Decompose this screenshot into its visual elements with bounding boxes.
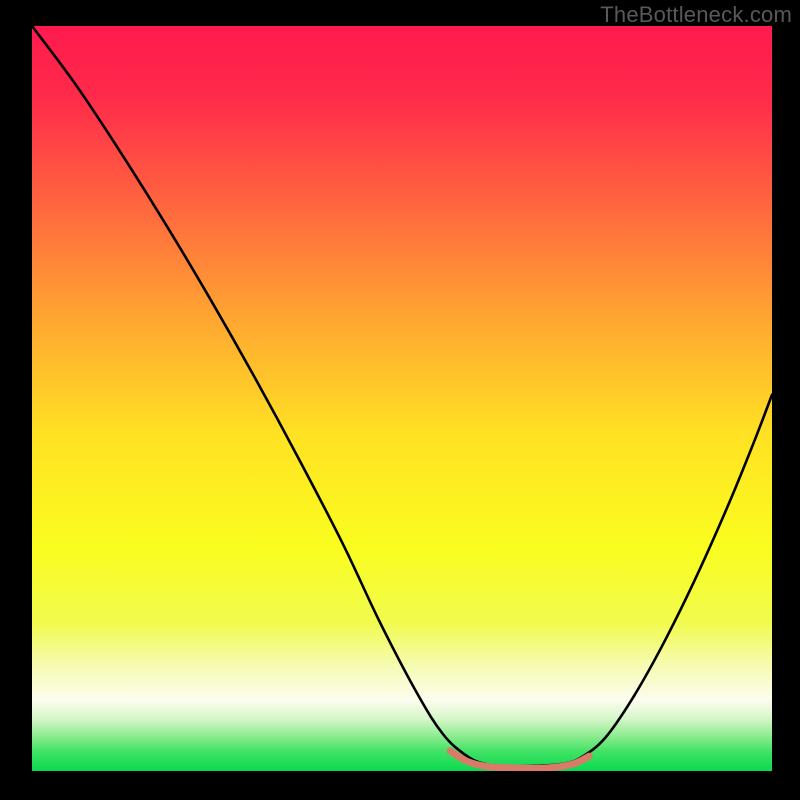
- chart-canvas: TheBottleneck.com: [0, 0, 800, 800]
- chart-curve-svg: [32, 26, 772, 771]
- watermark-text: TheBottleneck.com: [600, 2, 792, 28]
- bottleneck-curve: [32, 26, 772, 766]
- plot-area: [32, 26, 772, 771]
- optimal-range-marker: [450, 751, 589, 769]
